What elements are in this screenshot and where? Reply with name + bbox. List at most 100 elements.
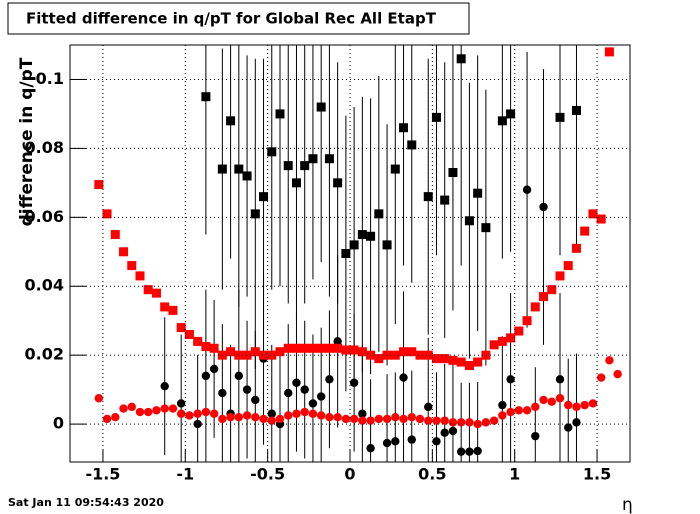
- marker: [448, 418, 458, 427]
- marker: [399, 414, 408, 424]
- marker: [201, 92, 211, 102]
- marker: [456, 418, 466, 427]
- marker: [374, 354, 384, 364]
- marker: [102, 209, 112, 219]
- marker: [424, 402, 433, 412]
- marker: [251, 395, 260, 405]
- marker: [432, 416, 441, 425]
- marker: [555, 271, 565, 281]
- marker: [333, 412, 342, 422]
- marker: [555, 394, 565, 403]
- y-tick-label: 0.1: [36, 69, 64, 88]
- marker: [308, 343, 318, 353]
- marker: [555, 112, 565, 122]
- y-tick-label: 0.08: [25, 138, 64, 157]
- marker: [275, 347, 285, 357]
- marker: [283, 343, 293, 353]
- marker: [325, 412, 334, 422]
- marker: [308, 409, 318, 418]
- marker: [341, 249, 351, 258]
- marker: [399, 123, 409, 133]
- y-tick-label: 0.02: [25, 345, 64, 364]
- marker: [275, 109, 285, 119]
- marker: [300, 407, 309, 417]
- marker: [341, 414, 351, 424]
- marker: [119, 247, 129, 257]
- marker: [465, 418, 474, 427]
- marker: [151, 288, 161, 298]
- marker: [250, 347, 260, 357]
- marker: [176, 409, 186, 418]
- marker: [399, 347, 409, 357]
- marker: [193, 336, 203, 346]
- marker: [357, 347, 367, 357]
- marker: [127, 402, 136, 412]
- marker: [201, 407, 211, 417]
- marker: [604, 47, 614, 57]
- marker: [522, 185, 532, 194]
- marker: [251, 412, 260, 422]
- marker: [456, 54, 466, 64]
- marker: [456, 357, 466, 367]
- marker: [284, 388, 293, 398]
- marker: [374, 209, 384, 219]
- marker: [358, 416, 367, 425]
- marker: [382, 350, 392, 360]
- marker: [390, 350, 400, 360]
- marker: [341, 345, 351, 355]
- marker: [448, 426, 458, 436]
- marker: [440, 416, 449, 425]
- marker: [300, 161, 310, 171]
- marker: [431, 354, 441, 364]
- y-tick-label: 0.06: [25, 207, 64, 226]
- marker: [415, 350, 425, 360]
- marker: [547, 285, 557, 295]
- marker: [448, 168, 458, 178]
- marker: [160, 404, 169, 413]
- marker: [366, 231, 376, 241]
- marker: [242, 385, 252, 394]
- marker: [391, 437, 400, 446]
- marker: [497, 336, 507, 346]
- marker: [292, 409, 301, 418]
- marker: [316, 343, 326, 353]
- marker: [448, 355, 458, 365]
- marker: [267, 147, 277, 157]
- marker: [316, 102, 326, 112]
- marker: [605, 356, 614, 365]
- marker: [292, 378, 301, 387]
- marker: [217, 164, 227, 174]
- marker: [234, 164, 244, 174]
- marker: [390, 164, 400, 174]
- marker: [119, 404, 128, 413]
- marker: [291, 178, 301, 188]
- marker: [464, 361, 474, 371]
- x-axis-label: η: [622, 495, 633, 514]
- marker: [530, 302, 540, 312]
- x-tick-label: -0.5: [250, 465, 285, 484]
- marker: [415, 414, 425, 424]
- marker: [333, 343, 343, 353]
- marker: [382, 414, 392, 424]
- marker: [399, 373, 408, 382]
- marker: [234, 412, 244, 422]
- marker: [308, 399, 318, 408]
- marker: [184, 329, 194, 339]
- marker: [531, 402, 540, 412]
- marker: [547, 397, 556, 406]
- marker: [506, 109, 516, 119]
- marker: [242, 411, 252, 420]
- marker: [226, 347, 236, 357]
- y-tick-label: 0: [53, 414, 64, 433]
- marker: [291, 343, 301, 353]
- marker: [193, 409, 202, 418]
- timestamp: Sat Jan 11 09:54:43 2020: [8, 496, 164, 509]
- marker: [498, 400, 507, 410]
- marker: [423, 350, 433, 360]
- marker: [160, 381, 169, 391]
- marker: [423, 192, 433, 202]
- chart-title: Fitted difference in q/pT for Global Rec…: [26, 10, 437, 28]
- marker: [432, 437, 441, 446]
- y-axis-label: difference in q/pT: [17, 57, 37, 226]
- marker: [308, 154, 318, 164]
